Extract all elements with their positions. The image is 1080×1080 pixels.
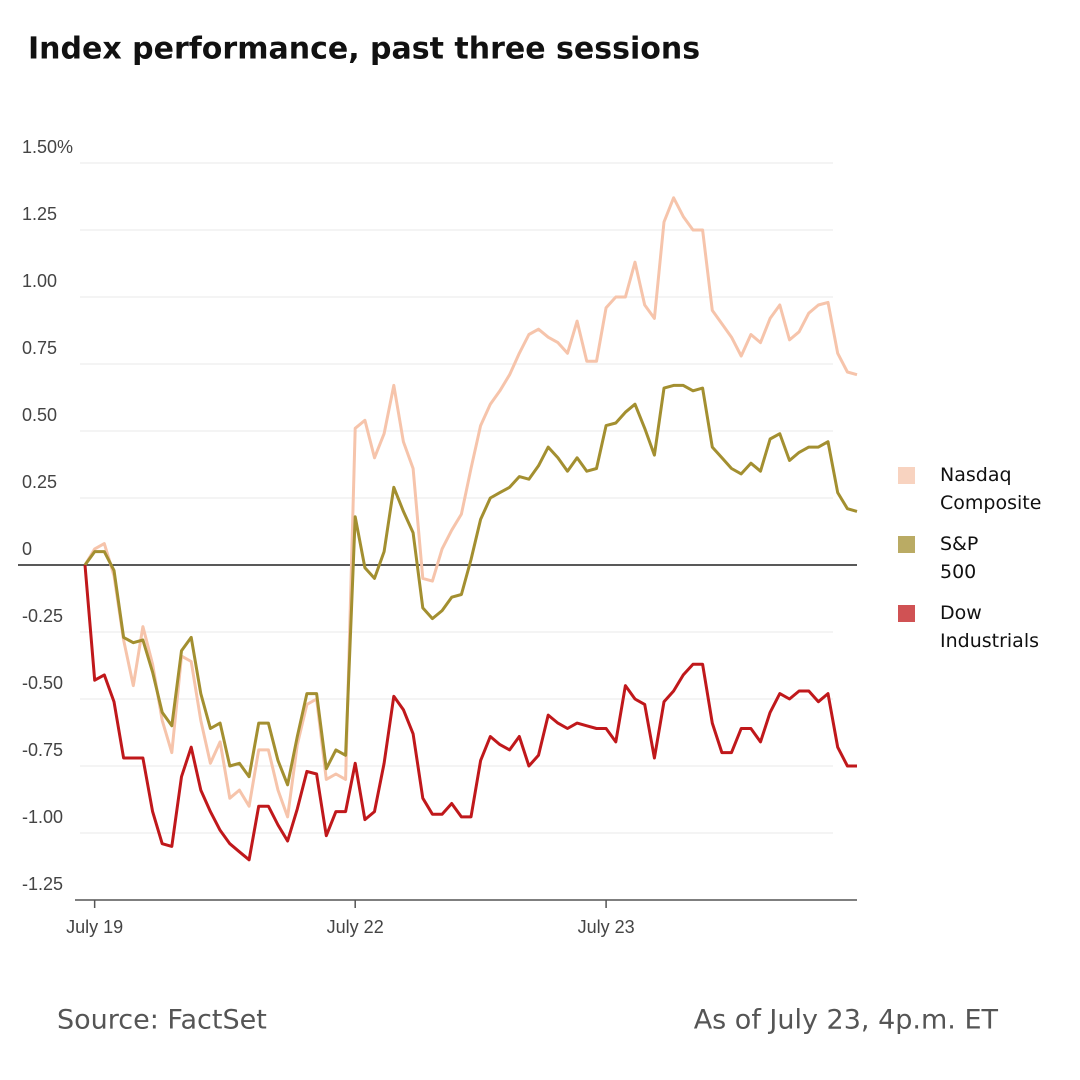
series-line [83,564,857,862]
y-tick-label: 0 [22,539,32,559]
source: Source: FactSet [57,1005,267,1036]
y-tick-label: -1.25 [22,874,63,894]
x-tick-label: July 23 [578,917,635,937]
legend-label: S&P 500 [940,533,978,583]
legend-swatch [898,605,915,622]
series-line [83,383,858,787]
x-tick-label: July 19 [66,917,123,937]
y-tick-label: -1.00 [22,807,63,827]
x-tick-label: July 22 [327,917,384,937]
series-line [83,196,858,819]
y-tick-label: 1.00 [22,271,57,291]
y-tick-label: 1.25 [22,204,57,224]
legend-swatch [898,467,915,484]
y-tick-label: -0.50 [22,673,63,693]
note: As of July 23, 4p.m. ET [694,1005,999,1036]
legend-swatch [898,536,915,553]
y-tick-label: 0.25 [22,472,57,492]
legend-label: Nasdaq Composite [940,464,1041,514]
y-tick-label: 1.50% [22,137,73,157]
chart-title: Index performance, past three sessions [28,32,700,67]
legend-label: Dow Industrials [940,602,1039,652]
y-tick-label: -0.25 [22,606,63,626]
y-tick-label: -0.75 [22,740,63,760]
y-tick-label: 0.50 [22,405,57,425]
y-tick-label: 0.75 [22,338,57,358]
